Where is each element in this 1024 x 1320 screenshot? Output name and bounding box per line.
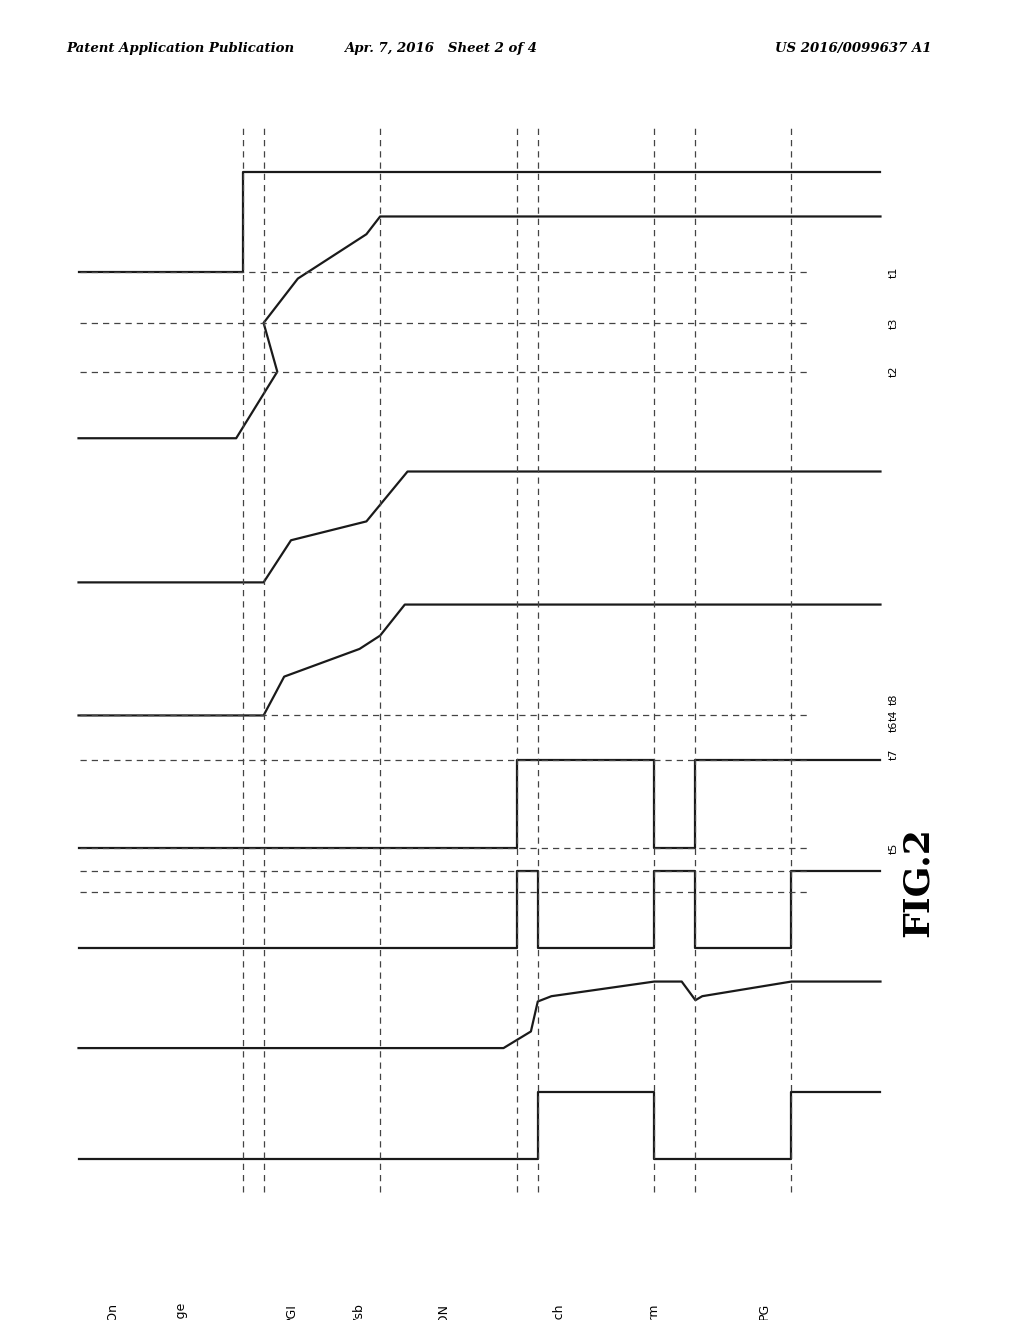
Text: PGI: PGI	[285, 1303, 298, 1320]
Text: t2: t2	[889, 366, 899, 378]
Text: t4: t4	[889, 710, 899, 721]
Text: t3: t3	[889, 317, 899, 329]
Text: PS_ON: PS_ON	[435, 1303, 449, 1320]
Text: Vrm: Vrm	[648, 1303, 660, 1320]
Text: t5: t5	[889, 842, 899, 854]
Text: t6: t6	[889, 721, 899, 733]
Text: Apr. 7, 2016   Sheet 2 of 4: Apr. 7, 2016 Sheet 2 of 4	[344, 42, 537, 55]
Text: Patent Application Publication: Patent Application Publication	[67, 42, 295, 55]
Text: PG: PG	[758, 1303, 770, 1320]
Text: t8: t8	[889, 693, 899, 705]
Text: Switch: Switch	[552, 1303, 565, 1320]
Text: Bulk Voltage: Bulk Voltage	[175, 1303, 187, 1320]
Text: US 2016/0099637 A1: US 2016/0099637 A1	[775, 42, 932, 55]
Text: t7: t7	[889, 748, 899, 760]
Text: FIG.2: FIG.2	[901, 826, 935, 937]
Text: t1: t1	[889, 267, 899, 277]
Text: Vsb: Vsb	[353, 1303, 366, 1320]
Text: AC_On: AC_On	[106, 1303, 120, 1320]
